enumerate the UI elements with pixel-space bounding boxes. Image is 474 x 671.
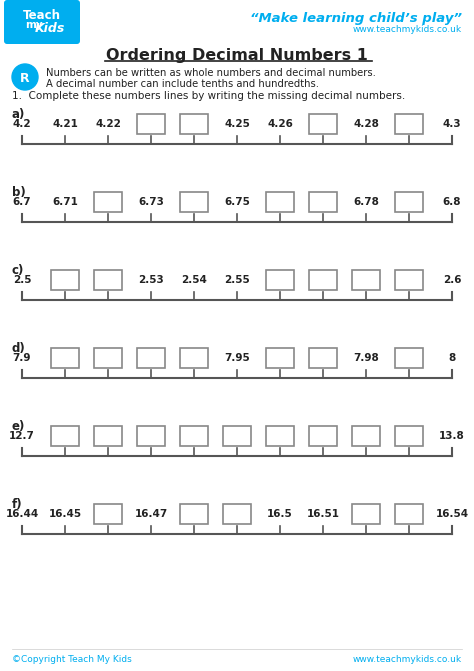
Bar (94, 192, 122, 212)
Text: 7.98: 7.98 (353, 353, 379, 363)
Text: 2.55: 2.55 (224, 275, 250, 285)
Bar (137, 348, 165, 368)
Bar (266, 426, 294, 446)
Text: 16.44: 16.44 (5, 509, 38, 519)
Text: 7.9: 7.9 (13, 353, 31, 363)
Bar (309, 192, 337, 212)
Bar (94, 270, 122, 290)
Text: a): a) (12, 108, 26, 121)
Text: 6.78: 6.78 (353, 197, 379, 207)
Bar (395, 114, 423, 134)
Bar (395, 504, 423, 524)
Text: 2.6: 2.6 (443, 275, 461, 285)
Bar (94, 426, 122, 446)
Text: 2.53: 2.53 (138, 275, 164, 285)
Text: 4.26: 4.26 (267, 119, 293, 129)
Bar (395, 192, 423, 212)
Bar (180, 504, 208, 524)
Bar (266, 270, 294, 290)
Text: d): d) (12, 342, 26, 355)
Bar (180, 192, 208, 212)
Text: 6.75: 6.75 (224, 197, 250, 207)
Text: Numbers can be written as whole numbers and decimal numbers.: Numbers can be written as whole numbers … (46, 68, 376, 78)
Bar (94, 504, 122, 524)
Text: 16.45: 16.45 (48, 509, 82, 519)
Bar (309, 426, 337, 446)
Bar (266, 192, 294, 212)
Text: 16.54: 16.54 (436, 509, 469, 519)
Text: “Make learning child’s play”: “Make learning child’s play” (250, 12, 462, 25)
Bar (395, 270, 423, 290)
Text: 1.  Complete these numbers lines by writing the missing decimal numbers.: 1. Complete these numbers lines by writi… (12, 91, 405, 101)
Text: 4.22: 4.22 (95, 119, 121, 129)
Bar (266, 348, 294, 368)
Text: 6.8: 6.8 (443, 197, 461, 207)
Bar (352, 270, 380, 290)
Bar (309, 348, 337, 368)
Text: Kids: Kids (35, 22, 65, 35)
Text: 8: 8 (448, 353, 456, 363)
Text: 4.28: 4.28 (353, 119, 379, 129)
Text: Teach: Teach (23, 9, 61, 22)
Text: 16.51: 16.51 (307, 509, 339, 519)
Text: 2.5: 2.5 (13, 275, 31, 285)
Text: 4.3: 4.3 (443, 119, 461, 129)
Text: 12.7: 12.7 (9, 431, 35, 441)
Bar (352, 426, 380, 446)
Text: R: R (20, 72, 30, 85)
Text: b): b) (12, 186, 26, 199)
Bar (395, 426, 423, 446)
FancyBboxPatch shape (4, 0, 80, 44)
Text: e): e) (12, 420, 26, 433)
Bar (137, 426, 165, 446)
Text: 16.47: 16.47 (134, 509, 168, 519)
Bar (51, 426, 79, 446)
Text: 4.25: 4.25 (224, 119, 250, 129)
Bar (309, 270, 337, 290)
Circle shape (12, 64, 38, 90)
Text: 4.21: 4.21 (52, 119, 78, 129)
Text: 4.2: 4.2 (13, 119, 31, 129)
Bar (180, 114, 208, 134)
Bar (223, 504, 251, 524)
Text: 6.7: 6.7 (13, 197, 31, 207)
Text: c): c) (12, 264, 24, 277)
Text: www.teachmykids.co.uk: www.teachmykids.co.uk (353, 25, 462, 34)
Text: 7.95: 7.95 (224, 353, 250, 363)
Text: ©Copyright Teach My Kids: ©Copyright Teach My Kids (12, 655, 132, 664)
Text: my: my (25, 20, 43, 30)
Text: 6.71: 6.71 (52, 197, 78, 207)
Bar (309, 114, 337, 134)
Text: A decimal number can include tenths and hundredths.: A decimal number can include tenths and … (46, 79, 319, 89)
Bar (180, 348, 208, 368)
Bar (180, 426, 208, 446)
Text: 13.8: 13.8 (439, 431, 465, 441)
Bar (395, 348, 423, 368)
Bar (137, 114, 165, 134)
Text: 6.73: 6.73 (138, 197, 164, 207)
Text: www.teachmykids.co.uk: www.teachmykids.co.uk (353, 655, 462, 664)
Bar (51, 270, 79, 290)
Text: 16.5: 16.5 (267, 509, 293, 519)
Bar (223, 426, 251, 446)
Text: Ordering Decimal Numbers 1: Ordering Decimal Numbers 1 (106, 48, 368, 63)
Text: f): f) (12, 498, 23, 511)
Text: 2.54: 2.54 (181, 275, 207, 285)
Bar (51, 348, 79, 368)
Bar (94, 348, 122, 368)
Bar (352, 504, 380, 524)
